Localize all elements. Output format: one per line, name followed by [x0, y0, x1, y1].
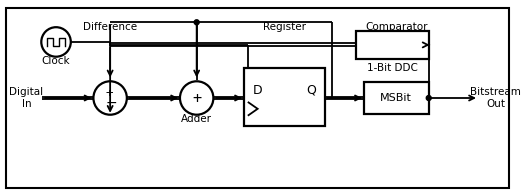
Circle shape: [93, 81, 127, 115]
Text: 1-Bit DDC: 1-Bit DDC: [367, 64, 418, 74]
Circle shape: [180, 81, 213, 115]
Text: Difference: Difference: [83, 22, 137, 32]
Bar: [244, 68, 324, 125]
Text: Bitstream
Out: Bitstream Out: [470, 87, 521, 109]
Circle shape: [194, 20, 199, 25]
Text: +: +: [192, 91, 201, 105]
Text: MSBit: MSBit: [380, 93, 412, 103]
Text: Comparator: Comparator: [365, 22, 428, 32]
Text: Clock: Clock: [42, 56, 70, 66]
Text: Adder: Adder: [181, 114, 212, 124]
Text: −: −: [105, 96, 117, 110]
Text: +: +: [105, 87, 113, 100]
Circle shape: [427, 95, 431, 101]
Bar: [356, 31, 429, 59]
Text: Register: Register: [263, 22, 305, 32]
Text: Q: Q: [306, 84, 315, 97]
Text: Digital
In: Digital In: [9, 87, 43, 109]
Text: D: D: [253, 84, 263, 97]
Bar: [364, 82, 429, 114]
Circle shape: [41, 27, 71, 57]
